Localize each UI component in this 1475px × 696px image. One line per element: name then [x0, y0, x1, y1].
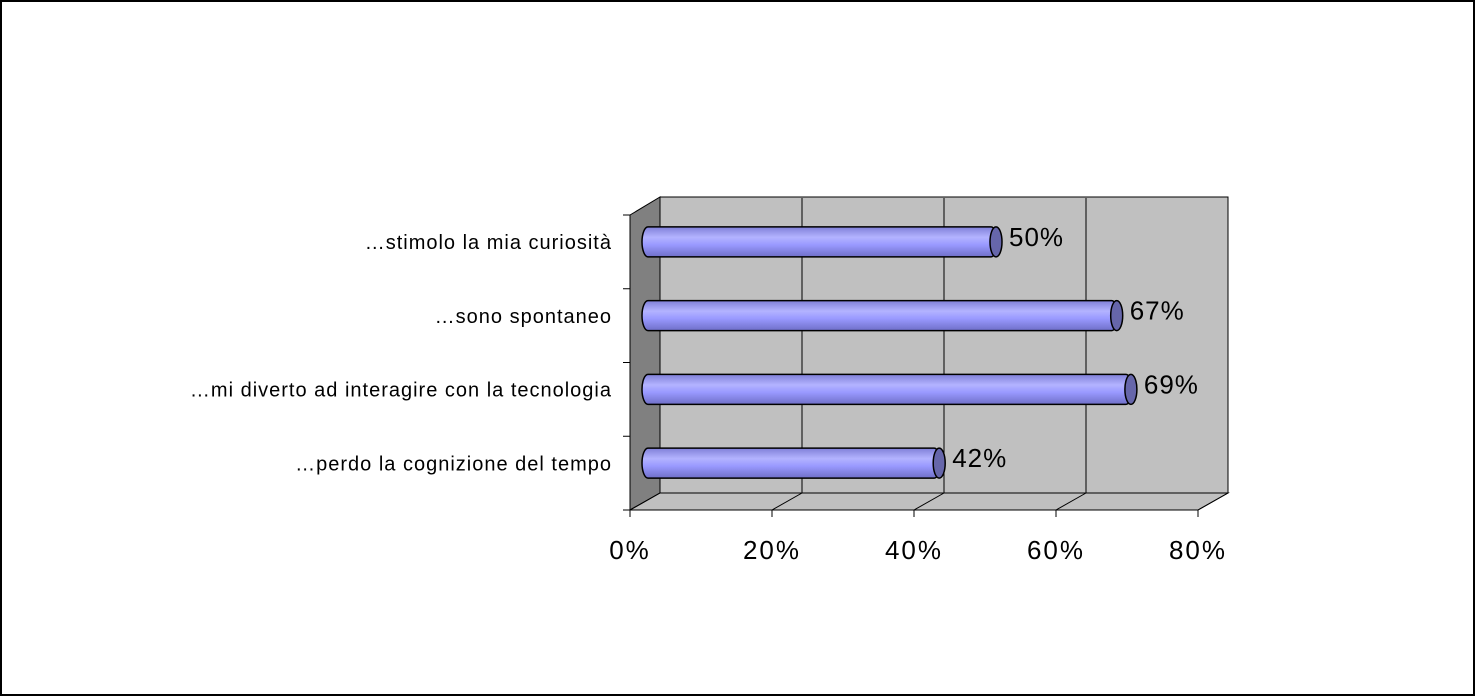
data-label: 69% [1144, 369, 1199, 399]
bar [641, 226, 998, 258]
grid-line [913, 492, 945, 511]
x-tick-label: 40% [885, 535, 943, 565]
grid-line [629, 492, 661, 511]
grid-line [1197, 492, 1229, 511]
y-tick-label: …stimolo la mia curiosità [365, 232, 612, 254]
y-tick-label: …mi diverto ad interagire con la tecnolo… [190, 380, 612, 402]
bar [641, 447, 941, 479]
bar [641, 373, 1133, 406]
grid-line [1055, 492, 1087, 511]
x-tick-label: 0% [609, 535, 651, 565]
y-tick-label: …perdo la cognizione del tempo [295, 453, 612, 475]
data-label: 42% [952, 443, 1007, 473]
x-tick-label: 20% [743, 535, 801, 565]
bar [641, 299, 1119, 332]
grid-line [771, 492, 803, 511]
x-tick-label: 80% [1169, 535, 1227, 565]
y-tick-label: …sono spontaneo [435, 306, 612, 328]
data-label: 67% [1130, 296, 1185, 326]
data-label: 50% [1009, 222, 1064, 252]
bar-cap [989, 226, 1003, 258]
bar-cap [932, 447, 946, 479]
x-tick-label: 60% [1027, 535, 1085, 565]
bar-cap [1109, 299, 1124, 332]
bar-cap [1124, 373, 1138, 406]
